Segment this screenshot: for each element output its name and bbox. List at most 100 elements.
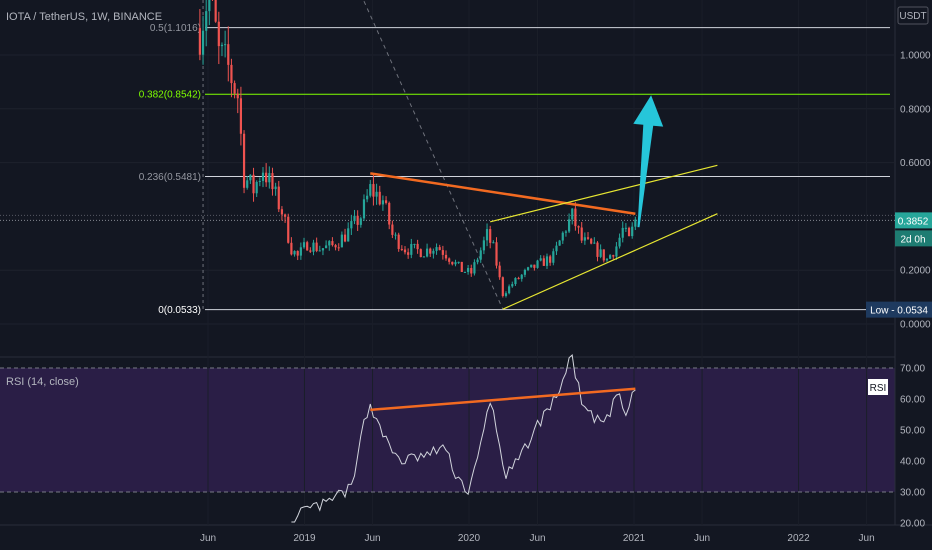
- candle-body: [495, 242, 498, 266]
- candle-body: [328, 241, 331, 246]
- candle-body: [388, 202, 391, 225]
- price-tick-label: 1.0000: [900, 51, 931, 62]
- candle-body: [501, 277, 504, 296]
- resistance-trendline[interactable]: [370, 172, 636, 215]
- rsi-tick-label: 60.00: [900, 395, 925, 406]
- price-tick-label: 0.2000: [900, 266, 931, 277]
- candle-body: [233, 83, 236, 94]
- rsi-axis: 70.00 60.00 50.00 40.00 30.00 20.00: [900, 364, 925, 530]
- candle-body: [536, 260, 539, 268]
- price-axis: 1.0000 0.8000 0.6000 0.2000 0.0000: [900, 51, 931, 331]
- price-tick-label: 0.8000: [900, 104, 931, 115]
- candle-body: [492, 242, 495, 244]
- time-tick-label: Jun: [200, 533, 216, 544]
- candle-body: [261, 172, 265, 181]
- candle-body: [318, 250, 321, 252]
- candle-body: [315, 242, 318, 251]
- candle-body: [425, 248, 429, 257]
- candles: [198, 0, 637, 298]
- rsi-badge[interactable]: [868, 379, 888, 395]
- candle-body: [631, 226, 634, 237]
- rsi-trendline[interactable]: [370, 387, 636, 412]
- countdown-badge: [895, 230, 932, 247]
- candle-body: [463, 271, 467, 273]
- candle-body: [271, 173, 274, 190]
- candle-body: [422, 256, 426, 258]
- candle-body: [201, 30, 205, 55]
- low-value: Low - 0.0534: [870, 306, 928, 317]
- rsi-series: [0, 353, 895, 523]
- candle-body: [624, 227, 627, 229]
- candle-body: [564, 231, 568, 233]
- time-tick-label: 2020: [458, 533, 481, 544]
- candle-body: [448, 258, 451, 262]
- candle-body: [208, 0, 211, 12]
- candle-body: [599, 249, 602, 257]
- target-arrow[interactable]: [633, 95, 664, 228]
- candle-body: [258, 180, 261, 182]
- candle-body: [413, 243, 416, 245]
- fib-label: 0.236(0.5481): [139, 172, 201, 183]
- candle-body: [356, 215, 359, 225]
- candle-body: [265, 172, 268, 183]
- candle-body: [479, 250, 482, 260]
- candle-body: [539, 258, 542, 261]
- candle-body: [602, 249, 605, 261]
- candle-body: [230, 64, 233, 84]
- candle-body: [343, 234, 347, 242]
- candle-body: [517, 278, 520, 280]
- time-tick-label: 2019: [293, 533, 316, 544]
- symbol-title: IOTA / TetherUS, 1W, BINANCE: [6, 11, 162, 23]
- low-badge: [866, 301, 932, 318]
- candle-body: [574, 208, 577, 227]
- candle-body: [441, 250, 444, 255]
- candle-body: [621, 227, 624, 238]
- last-price-value: 0.3852: [898, 216, 929, 227]
- candle-body: [268, 173, 271, 183]
- candle-body: [552, 251, 555, 263]
- candle-body: [605, 258, 609, 261]
- price-tick-label: 0.0000: [900, 320, 931, 331]
- quote-currency-box[interactable]: [897, 6, 929, 25]
- candle-body: [444, 254, 448, 259]
- candle-body: [593, 242, 596, 244]
- candle-body: [299, 247, 302, 256]
- rsi-band-background: [0, 368, 895, 492]
- candle-body: [460, 261, 463, 272]
- candle-body: [580, 227, 583, 241]
- quote-currency: USDT: [899, 11, 926, 22]
- candle-body: [381, 200, 385, 205]
- candle-body: [577, 226, 580, 228]
- candle-body: [242, 133, 246, 188]
- candle-body: [407, 252, 410, 255]
- candle-body: [571, 208, 574, 220]
- candle-body: [410, 244, 413, 255]
- candle-body: [236, 93, 239, 99]
- candle-body: [353, 215, 356, 222]
- candle-body: [545, 256, 549, 266]
- candle-body: [302, 242, 306, 248]
- channel-upper-line[interactable]: [490, 164, 718, 223]
- candle-body: [391, 224, 394, 235]
- candle-body: [378, 191, 381, 205]
- candle-body: [217, 21, 220, 47]
- rsi-badge-label: RSI: [870, 383, 887, 394]
- candle-body: [205, 11, 208, 31]
- candle-body: [558, 240, 561, 246]
- candle-body: [567, 219, 571, 232]
- candle-body: [514, 278, 517, 285]
- time-tick-label: 2021: [623, 533, 646, 544]
- time-tick-label: Jun: [364, 533, 380, 544]
- candle-body: [609, 255, 612, 259]
- channel-lower-line[interactable]: [502, 213, 718, 310]
- candle-body: [549, 256, 552, 263]
- main-pane-background: [0, 0, 895, 355]
- candle-body: [290, 242, 293, 255]
- candle-body: [586, 237, 590, 239]
- candle-body: [429, 248, 432, 254]
- rsi-tick-label: 20.00: [900, 519, 925, 530]
- candle-body: [590, 238, 593, 244]
- time-tick-label: Jun: [694, 533, 710, 544]
- candle-body: [489, 229, 492, 243]
